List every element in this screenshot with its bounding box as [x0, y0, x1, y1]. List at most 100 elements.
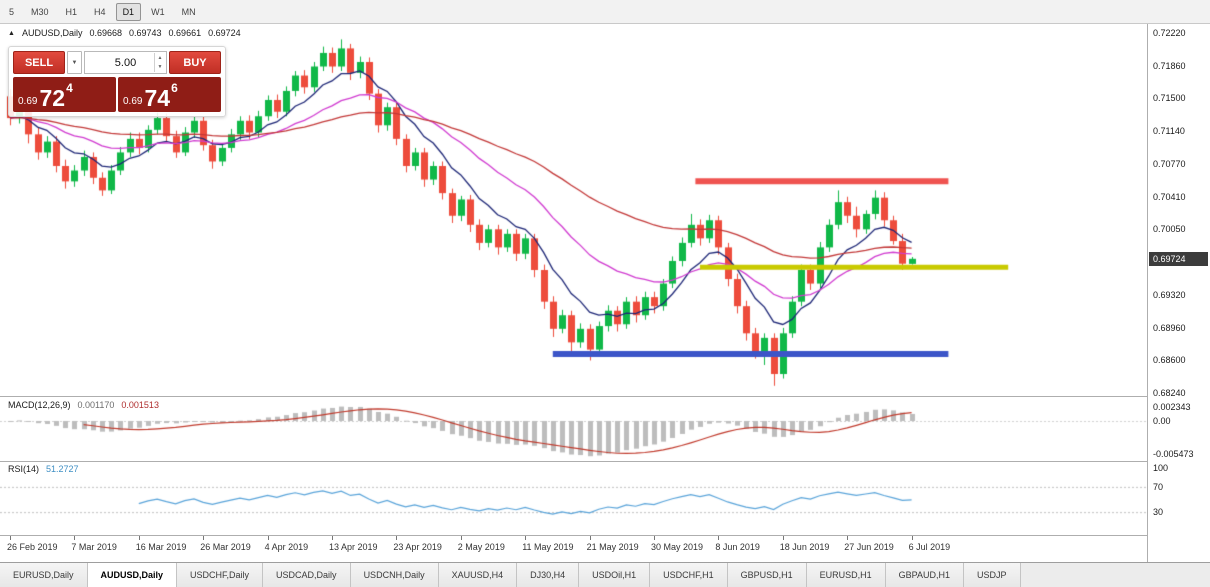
current-price-text: 0.69724 — [1153, 253, 1186, 264]
time-axis-label: 13 Apr 2019 — [329, 542, 378, 552]
ohlc-open: 0.69668 — [89, 28, 122, 38]
sell-price-display[interactable]: 0.69 72 4 — [13, 77, 116, 112]
time-axis-label: 30 May 2019 — [651, 542, 704, 552]
buy-button[interactable]: BUY — [169, 51, 221, 74]
time-axis-tick — [10, 536, 11, 540]
time-axis-tick — [912, 536, 913, 540]
price-scale-label: 0.71500 — [1153, 93, 1186, 104]
time-axis[interactable]: 26 Feb 2019 7 Mar 2019 16 Mar 2019 26 Mar 2… — [0, 536, 1147, 562]
price-scale-label: 0.71860 — [1153, 60, 1186, 71]
order-options-dropdown[interactable]: ▼ — [67, 51, 82, 74]
chart-tab-usdjp[interactable]: USDJP — [964, 563, 1021, 587]
chart-tab-audusd-daily[interactable]: AUDUSD,Daily — [87, 563, 178, 587]
time-axis-label: 21 May 2019 — [586, 542, 639, 552]
time-axis-label: 8 Jun 2019 — [715, 542, 760, 552]
chart-tab-usdcad-daily[interactable]: USDCAD,Daily — [263, 563, 351, 587]
time-axis-divider — [0, 535, 1210, 536]
chart-shift-icon: ▲ — [8, 29, 15, 37]
chart-tab-eurusd-h1[interactable]: EURUSD,H1 — [806, 563, 886, 587]
price-scale-label: 0.72220 — [1153, 28, 1186, 39]
macd-scale-label: 0.00 — [1153, 416, 1171, 426]
price-scale-label: 0.68240 — [1153, 388, 1186, 398]
time-axis-label: 16 Mar 2019 — [135, 542, 187, 552]
time-axis-label: 11 May 2019 — [522, 542, 574, 552]
chart-tab-usdcnh-daily[interactable]: USDCNH,Daily — [350, 563, 439, 587]
one-click-trading-panel: SELL ▼ 5.00 ▲ ▼ BUY 0.69 72 4 0.69 74 — [8, 46, 226, 117]
rsi-scale-label: 100 — [1153, 463, 1169, 473]
macd-indicator-label: MACD(12,26,9) 0.001170 0.001513 — [8, 400, 159, 410]
time-axis-label: 26 Mar 2019 — [200, 542, 251, 552]
timeframe-button-m30[interactable]: M30 — [31, 6, 49, 17]
chart-tab-dj30-h4[interactable]: DJ30,H4 — [517, 563, 580, 587]
buy-price-big-digits: 74 — [144, 85, 171, 111]
timeframe-button-h4[interactable]: H4 — [94, 6, 106, 17]
rsi-panel-divider[interactable] — [0, 461, 1210, 462]
chart-tab-usdchf-daily[interactable]: USDCHF,Daily — [177, 563, 264, 587]
ohlc-low: 0.69661 — [168, 28, 202, 38]
sell-button[interactable]: SELL — [13, 51, 65, 74]
price-scale-label: 0.70050 — [1153, 224, 1186, 235]
rsi-value: 51.2727 — [46, 464, 79, 474]
buy-price-display[interactable]: 0.69 74 6 — [118, 77, 221, 112]
chart-tab-xauusd-h4[interactable]: XAUUSD,H4 — [438, 563, 518, 587]
time-axis-tick — [461, 536, 462, 540]
chart-tab-usdchf-h1[interactable]: USDCHF,H1 — [650, 563, 728, 587]
price-scale[interactable]: 0.69724 0.72220 0.71860 0.71500 0.71140 0.70… — [1148, 24, 1210, 562]
time-axis-tick — [74, 536, 75, 540]
time-axis-tick — [332, 536, 333, 540]
chart-tabbar: EURUSD,Daily AUDUSD,Daily USDCHF,Daily USDC… — [0, 562, 1210, 587]
macd-signal-value: 0.001513 — [121, 400, 159, 410]
ohlc-close: 0.69724 — [208, 28, 241, 38]
buy-price-prefix: 0.69 — [123, 96, 143, 107]
price-scale-label: 0.68600 — [1153, 355, 1186, 366]
timeframe-button-5[interactable]: 5 — [9, 6, 15, 17]
ohlc-high: 0.69743 — [129, 28, 162, 38]
rsi-panel-canvas[interactable] — [0, 462, 1147, 535]
time-axis-label: 2 May 2019 — [457, 542, 505, 552]
macd-panel-canvas[interactable] — [0, 397, 1147, 461]
timeframe-button-w1[interactable]: W1 — [151, 6, 165, 17]
time-axis-label: 23 Apr 2019 — [393, 542, 442, 552]
price-scale-label: 0.69320 — [1153, 290, 1186, 301]
rsi-indicator-label: RSI(14) 51.2727 — [8, 464, 79, 474]
timeframe-button-h1[interactable]: H1 — [65, 6, 78, 17]
macd-name: MACD(12,26,9) — [8, 400, 71, 410]
chart-tab-usdoil-h1[interactable]: USDOil,H1 — [579, 563, 651, 587]
time-axis-tick — [590, 536, 591, 540]
lot-increase-button[interactable]: ▲ — [157, 54, 163, 61]
macd-main-value: 0.001170 — [77, 400, 115, 410]
time-axis-label: 6 Jul 2019 — [908, 542, 951, 552]
macd-scale-label: 0.002343 — [1153, 401, 1191, 412]
chart-header: ▲ AUDUSD,Daily 0.69668 0.69743 0.69661 0… — [8, 28, 241, 38]
macd-scale-label: -0.005473 — [1153, 449, 1194, 460]
rsi-name: RSI(14) — [8, 464, 40, 474]
lot-decrease-button[interactable]: ▼ — [157, 64, 163, 71]
time-axis-label: 7 Mar 2019 — [71, 542, 117, 552]
time-axis-label: 27 Jun 2019 — [844, 542, 894, 552]
price-scale-label: 0.70770 — [1153, 159, 1186, 170]
current-price-badge: 0.69724 — [1149, 251, 1208, 266]
price-scale-label: 0.70410 — [1153, 191, 1186, 202]
chart-tab-eurusd-daily[interactable]: EURUSD,Daily — [0, 563, 88, 587]
price-scale-label: 0.68960 — [1153, 322, 1186, 333]
timeframe-button-mn[interactable]: MN — [181, 6, 196, 17]
chevron-down-icon: ▼ — [71, 59, 78, 66]
lot-size-value: 5.00 — [114, 56, 137, 69]
chart-tab-gbpusd-h1[interactable]: GBPUSD,H1 — [727, 563, 807, 587]
time-axis-label: 18 Jun 2019 — [779, 542, 830, 552]
time-axis-label: 26 Feb 2019 — [7, 542, 58, 552]
lot-size-field[interactable]: 5.00 ▲ ▼ — [84, 51, 167, 74]
time-axis-tick — [718, 536, 719, 540]
rsi-scale-label: 70 — [1153, 481, 1164, 492]
time-axis-tick — [268, 536, 269, 540]
time-axis-tick — [847, 536, 848, 540]
time-axis-tick — [783, 536, 784, 540]
sell-price-pipette: 4 — [66, 81, 73, 95]
price-scale-label: 0.71140 — [1153, 125, 1185, 136]
chart-tab-gbpaud-h1[interactable]: GBPAUD,H1 — [885, 563, 965, 587]
sell-price-big-digits: 72 — [39, 85, 66, 111]
time-axis-tick — [654, 536, 655, 540]
timeframe-button-d1[interactable]: D1 — [115, 2, 142, 21]
macd-panel-divider[interactable] — [0, 396, 1210, 397]
